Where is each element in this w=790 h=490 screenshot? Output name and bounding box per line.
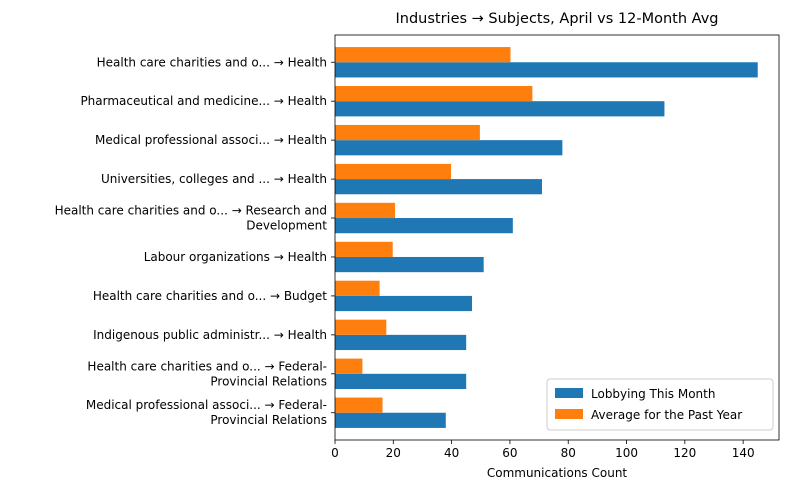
legend-label: Average for the Past Year <box>591 408 742 422</box>
y-tick-label-line: Development <box>246 219 327 233</box>
y-tick-label-line: Health care charities and o... → Budget <box>93 289 327 303</box>
legend-swatch <box>555 409 583 419</box>
y-tick-label-line: Provincial Relations <box>210 413 327 427</box>
y-tick-label-line: Health care charities and o... → Health <box>97 55 327 69</box>
bar-this-month <box>335 218 513 234</box>
bar-this-month <box>335 101 665 117</box>
x-axis-label: Communications Count <box>487 466 628 480</box>
x-tick-label: 120 <box>673 446 696 460</box>
y-tick-label-line: Universities, colleges and ... → Health <box>101 172 327 186</box>
bar-average <box>335 163 452 180</box>
bar-this-month <box>335 179 542 195</box>
bar-this-month <box>335 412 446 428</box>
bar-this-month <box>335 256 484 273</box>
axes-frame <box>334 34 780 441</box>
y-tick-label: Labour organizations → Health <box>144 250 327 264</box>
bar-this-month <box>335 62 758 78</box>
y-tick-label: Medical professional associ... → Health <box>95 133 327 147</box>
bar-this-month <box>335 334 467 351</box>
y-tick-label: Medical professional associ... → Federal… <box>86 398 327 427</box>
y-tick-label-line: Health care charities and o... → Researc… <box>55 204 327 218</box>
y-tick-label: Indigenous public administr... → Health <box>93 328 327 342</box>
chart-title: Industries → Subjects, April vs 12-Month… <box>395 11 718 27</box>
y-tick-label-line: Provincial Relations <box>210 374 327 388</box>
bar-this-month <box>335 295 473 312</box>
y-tick-label-line: Indigenous public administr... → Health <box>93 328 327 342</box>
y-tick-label-line: Medical professional associ... → Health <box>95 133 327 147</box>
bar-average <box>335 319 387 335</box>
bar-average <box>335 124 480 141</box>
y-tick-label: Universities, colleges and ... → Health <box>101 172 327 186</box>
bar-this-month <box>335 140 563 156</box>
y-tick-label-line: Pharmaceutical and medicine... → Health <box>80 94 327 108</box>
legend: Lobbying This Month Average for the Past … <box>546 378 774 431</box>
x-tick-label: 60 <box>502 446 517 460</box>
x-tick-label: 40 <box>444 446 459 460</box>
x-tick-label: 100 <box>615 446 638 460</box>
bar-average <box>335 241 393 257</box>
x-tick-label: 0 <box>331 446 339 460</box>
y-tick-label: Pharmaceutical and medicine... → Health <box>80 94 327 108</box>
bar-average <box>335 358 363 374</box>
legend-box <box>546 378 774 431</box>
legend-swatch <box>555 388 583 398</box>
bar-average <box>335 47 511 63</box>
y-tick-label: Health care charities and o... → Federal… <box>87 359 327 388</box>
y-tick-label: Health care charities and o... → Budget <box>93 289 327 303</box>
plot-area: Health care charities and o... → Health P… <box>55 34 780 460</box>
y-tick-label-line: Health care charities and o... → Federal… <box>87 359 327 373</box>
x-tick-label: 80 <box>561 446 576 460</box>
legend-label: Lobbying This Month <box>591 387 715 401</box>
x-tick-label: 140 <box>732 446 755 460</box>
y-tick-label-line: Labour organizations → Health <box>144 250 327 264</box>
y-tick-label-line: Medical professional associ... → Federal… <box>86 398 327 412</box>
bar-average <box>335 202 396 219</box>
y-tick-label: Health care charities and o... → Health <box>97 55 327 69</box>
x-tick-label: 20 <box>386 446 401 460</box>
bar-average <box>335 86 533 102</box>
bar-average <box>335 280 380 296</box>
bar-average <box>335 397 383 413</box>
y-tick-label: Health care charities and o... → Researc… <box>55 204 328 233</box>
bar-this-month <box>335 373 467 389</box>
